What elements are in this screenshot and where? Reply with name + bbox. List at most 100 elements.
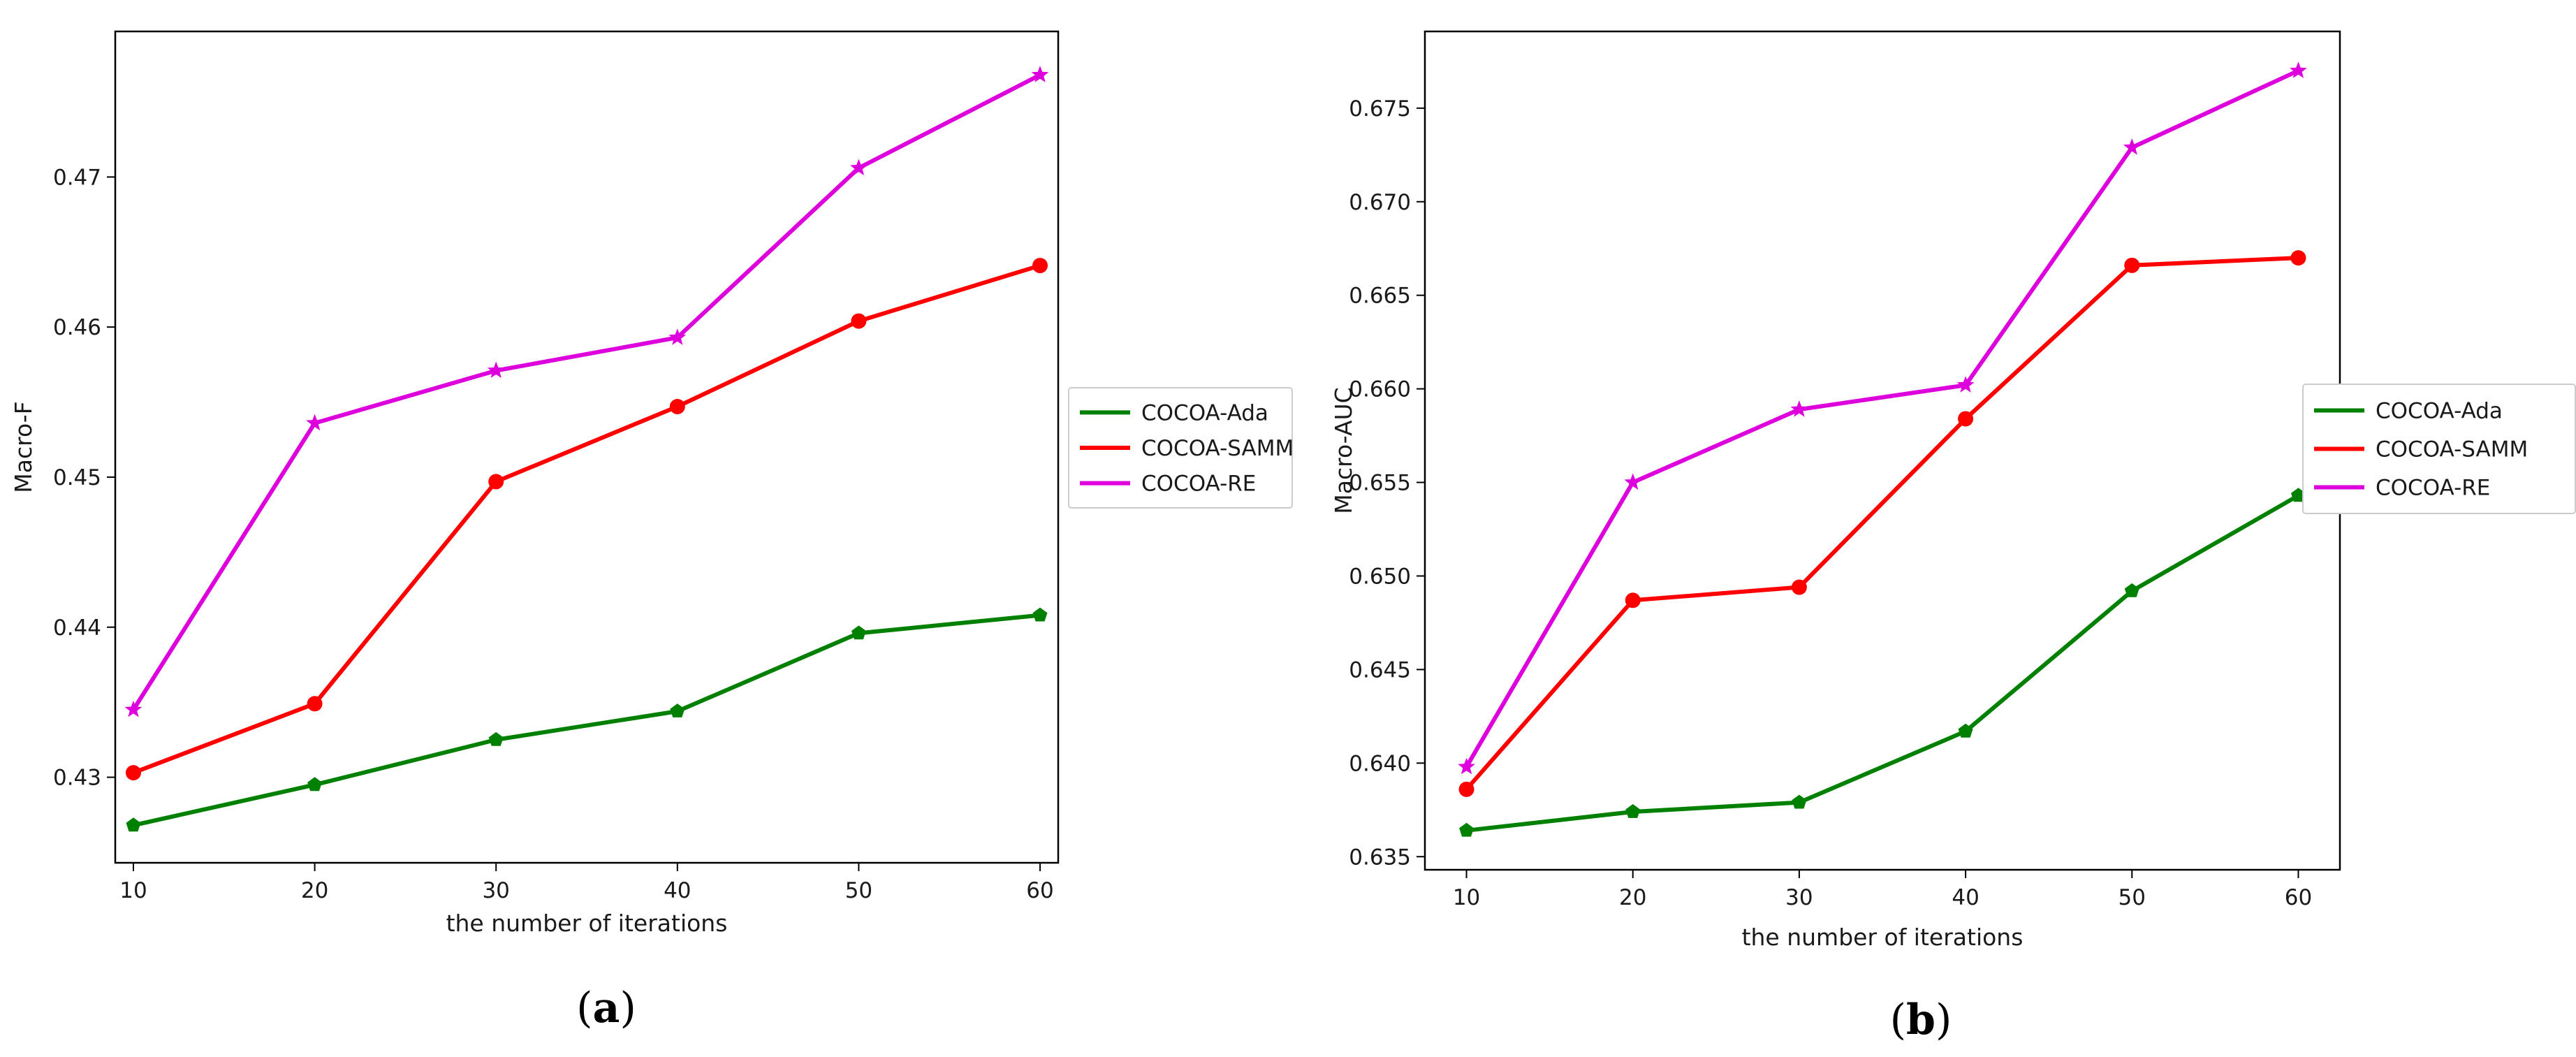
legend-entry: COCOA-RE: [1141, 472, 1256, 497]
data-point: [487, 361, 505, 378]
data-point: [1032, 607, 1048, 622]
data-point: [1032, 258, 1048, 274]
data-point: [1958, 723, 1973, 738]
y-tick-label: 0.46: [53, 315, 101, 340]
series-line: [1465, 256, 2299, 791]
data-point: [2291, 488, 2306, 502]
data-point: [1458, 757, 1475, 775]
legend-entry: COCOA-RE: [2376, 476, 2490, 501]
series-cocoa-re: [124, 66, 1049, 717]
panel-caption: (a): [576, 984, 636, 1033]
caption-close-paren: ): [1935, 996, 1952, 1044]
data-point: [1792, 794, 1807, 809]
x-axis-label: the number of iterations: [446, 910, 728, 937]
data-point: [2123, 138, 2141, 155]
caption-letter: a: [593, 984, 620, 1033]
series-line: [131, 73, 1041, 711]
y-tick-label: 0.43: [53, 766, 101, 791]
data-point: [1624, 473, 1642, 490]
data-point: [1956, 376, 1975, 393]
caption-open-paren: (: [576, 984, 592, 1033]
x-tick-label: 30: [482, 878, 509, 903]
data-point: [125, 765, 141, 781]
y-tick-label: 0.44: [53, 615, 101, 641]
y-tick-label: 0.670: [1349, 190, 1411, 215]
x-tick-label: 10: [119, 878, 147, 903]
data-point: [1790, 400, 1808, 417]
data-point: [1625, 804, 1641, 818]
x-tick-label: 10: [1453, 885, 1480, 910]
data-point: [126, 817, 141, 832]
x-tick-label: 40: [1952, 885, 1979, 910]
data-point: [306, 414, 323, 431]
data-point: [2290, 61, 2307, 78]
data-point: [851, 625, 866, 640]
data-point: [2290, 250, 2306, 266]
x-tick-label: 60: [1026, 878, 1053, 903]
data-point: [2124, 583, 2139, 597]
y-tick-label: 0.47: [53, 165, 101, 190]
x-tick-label: 60: [2285, 885, 2312, 910]
legend-box: [2302, 384, 2576, 514]
y-tick-label: 0.635: [1349, 845, 1411, 870]
data-point: [1031, 66, 1049, 82]
y-tick-label: 0.645: [1349, 657, 1411, 683]
y-tick-label: 0.665: [1349, 284, 1411, 309]
data-point: [307, 777, 322, 792]
y-axis-label: Macro-F: [10, 401, 37, 493]
x-tick-label: 50: [2118, 885, 2146, 910]
series-line: [133, 613, 1041, 828]
series-line: [1466, 493, 2299, 833]
series-cocoa-samm: [1458, 250, 2306, 797]
series-cocoa-re: [1458, 61, 2307, 775]
series-cocoa-samm: [125, 258, 1048, 781]
series-cocoa-ada: [126, 607, 1048, 832]
data-point: [668, 328, 687, 345]
data-point: [488, 474, 504, 490]
caption-open-paren: (: [1890, 996, 1906, 1044]
legend-box: [1068, 387, 1293, 509]
x-tick-label: 40: [664, 878, 691, 903]
y-tick-label: 0.660: [1349, 377, 1411, 402]
y-tick-label: 0.655: [1349, 471, 1411, 496]
data-point: [669, 399, 685, 415]
x-tick-label: 30: [1785, 885, 1813, 910]
legend-entry: COCOA-SAMM: [2376, 437, 2528, 462]
axes-frame: [114, 30, 1060, 864]
y-tick-label: 0.640: [1349, 751, 1411, 776]
legend-entry: COCOA-SAMM: [1141, 436, 1294, 461]
y-axis-label: Macro-AUC: [1330, 387, 1357, 513]
y-tick-label: 0.45: [53, 465, 101, 490]
y-tick-label: 0.650: [1349, 564, 1411, 589]
chart-panel-a: 0.43 0.44 0.45 0.46 0.47 10 20 30 40 50 60 the numb…: [10, 30, 1294, 1033]
y-tick-label: 0.675: [1349, 96, 1411, 122]
caption-close-paren: ): [620, 984, 636, 1033]
x-tick-label: 20: [1619, 885, 1646, 910]
legend-entry: COCOA-Ada: [1141, 400, 1268, 425]
data-point: [307, 696, 323, 712]
data-point: [1458, 781, 1474, 797]
data-point: [1625, 592, 1641, 608]
data-point: [851, 313, 867, 329]
data-point: [1459, 822, 1474, 837]
panel-caption: (b): [1890, 996, 1952, 1044]
data-point: [670, 704, 685, 717]
legend-entry: COCOA-Ada: [2376, 399, 2503, 424]
series-line: [132, 263, 1041, 775]
data-point: [488, 731, 504, 746]
series-line: [1464, 68, 2299, 768]
legend: COCOA-Ada COCOA-SAMM COCOA-RE: [2302, 384, 2576, 514]
series-cocoa-ada: [1459, 488, 2306, 837]
data-point: [2124, 257, 2140, 273]
data-point: [124, 700, 142, 717]
axes-frame: [1424, 30, 2341, 871]
legend: COCOA-Ada COCOA-SAMM COCOA-RE: [1068, 387, 1294, 509]
data-point: [1958, 411, 1974, 427]
x-axis-label: the number of iterations: [1742, 924, 2024, 951]
x-tick-label: 20: [301, 878, 328, 903]
caption-letter: b: [1906, 996, 1935, 1044]
chart-panel-b: 0.635 0.640 0.645 0.650 0.655 0.660 0.665 0.670…: [1330, 30, 2576, 1044]
x-tick-label: 50: [845, 878, 872, 903]
data-point: [1791, 579, 1807, 595]
